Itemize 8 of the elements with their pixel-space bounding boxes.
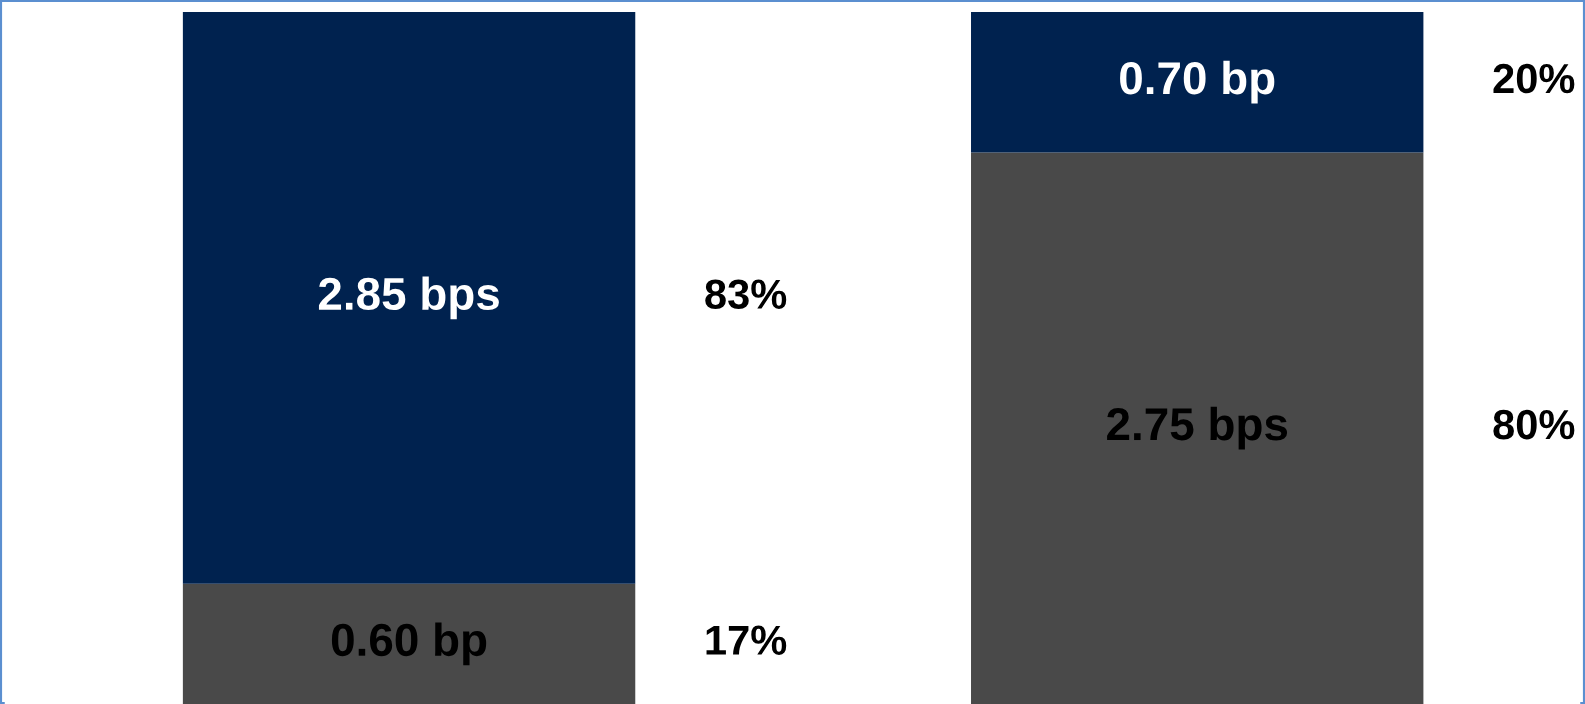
data-label: 0.70 bp [1120,60,1275,104]
data-label: 2.75 bps [1107,406,1288,450]
annotation: 83% [705,279,787,310]
annotation: 20% [1493,63,1575,94]
annotation: 17% [706,625,787,655]
data-label: 0.60 bp [331,622,487,666]
data-label: 2.85 bps [318,276,499,320]
annotation: 80% [1493,409,1575,440]
